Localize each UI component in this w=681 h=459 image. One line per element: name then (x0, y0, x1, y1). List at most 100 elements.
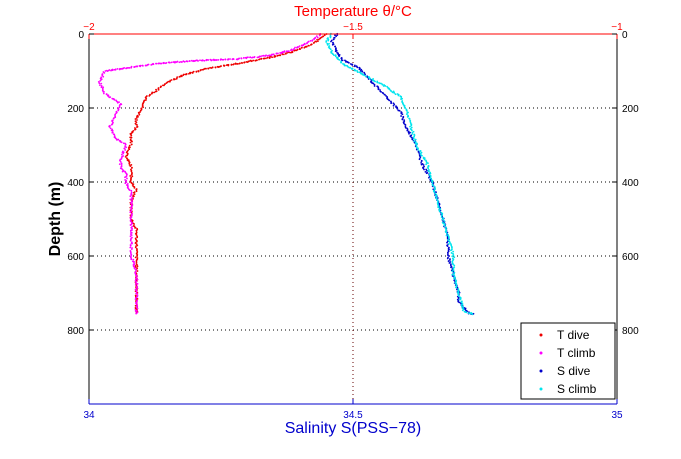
data-point (118, 68, 121, 71)
data-point (122, 152, 125, 155)
data-point (238, 62, 241, 65)
data-point (135, 121, 138, 124)
data-point (338, 59, 341, 61)
data-point (347, 61, 350, 64)
data-point (132, 264, 135, 266)
data-point (328, 42, 330, 45)
data-point (227, 58, 230, 61)
data-point (445, 234, 448, 237)
data-point (383, 93, 386, 96)
data-point (129, 165, 132, 167)
data-point (201, 68, 203, 71)
data-point (243, 61, 245, 64)
data-point (103, 71, 106, 74)
data-point (241, 61, 243, 64)
data-point (444, 231, 447, 234)
data-point (333, 54, 335, 57)
data-point (180, 75, 183, 78)
data-point (139, 109, 142, 112)
data-point (262, 54, 265, 57)
data-point (214, 66, 217, 69)
data-point (135, 290, 138, 293)
data-point (461, 309, 464, 312)
data-point (130, 66, 133, 69)
data-point (202, 68, 205, 71)
data-point (131, 227, 134, 230)
data-point (284, 52, 287, 55)
data-point (121, 170, 124, 173)
data-point (98, 84, 101, 87)
data-point (168, 80, 171, 83)
data-point (411, 138, 414, 141)
data-point (175, 61, 178, 63)
data-point (136, 282, 139, 285)
data-point (120, 165, 123, 168)
data-point (130, 167, 133, 169)
data-point (300, 46, 303, 49)
data-point (425, 168, 428, 171)
data-point (135, 65, 138, 68)
top-axis-title: Temperature θ/°C (294, 3, 412, 20)
data-point (418, 158, 421, 161)
data-point (376, 81, 379, 84)
data-point (141, 103, 144, 106)
series-s-climb (325, 32, 474, 316)
data-point (411, 131, 414, 134)
data-point (441, 218, 444, 221)
data-point (406, 129, 409, 132)
data-point (294, 49, 297, 52)
legend-marker (539, 351, 543, 355)
data-point (131, 182, 133, 185)
data-point (253, 56, 255, 59)
data-point (135, 189, 138, 191)
axis-ticks: −2 −1.5 −1 34 34.5 35 0 0 200 200 400 400 600 600 800 8… (67, 22, 639, 421)
data-point (381, 83, 384, 86)
data-point (335, 35, 338, 38)
data-point (435, 197, 437, 200)
data-point (125, 146, 128, 149)
data-point (451, 273, 454, 276)
data-point (124, 182, 127, 185)
data-point (458, 298, 461, 301)
data-point (128, 162, 131, 165)
data-point (126, 159, 129, 162)
data-point (129, 246, 132, 249)
data-point (137, 115, 139, 118)
data-point (442, 222, 445, 225)
data-point (251, 56, 253, 59)
data-point (343, 64, 346, 67)
data-point (353, 69, 356, 72)
data-point (165, 82, 168, 85)
data-point (379, 89, 381, 91)
data-point (453, 256, 456, 259)
data-point (401, 118, 404, 121)
data-point (249, 56, 252, 59)
data-point (133, 223, 135, 225)
data-point (456, 286, 459, 289)
data-point (100, 82, 103, 85)
data-point (290, 51, 293, 54)
data-point (446, 232, 448, 235)
data-point (446, 241, 448, 244)
bottom-tick-label: 34.5 (343, 410, 363, 421)
data-point (131, 140, 133, 143)
data-point (136, 124, 139, 126)
data-point (130, 231, 133, 234)
data-point (258, 58, 260, 61)
data-point (185, 73, 188, 76)
data-point (336, 34, 339, 37)
data-point (334, 55, 337, 58)
data-point (120, 162, 123, 165)
legend-box (520, 322, 616, 400)
data-point (289, 51, 292, 54)
legend-label: S dive (557, 364, 591, 378)
data-point (449, 264, 452, 267)
data-point (337, 53, 340, 56)
data-point (235, 58, 238, 61)
data-point (144, 99, 147, 102)
data-point (185, 60, 188, 63)
data-point (112, 98, 114, 100)
data-point (130, 189, 133, 192)
data-point (435, 195, 438, 197)
